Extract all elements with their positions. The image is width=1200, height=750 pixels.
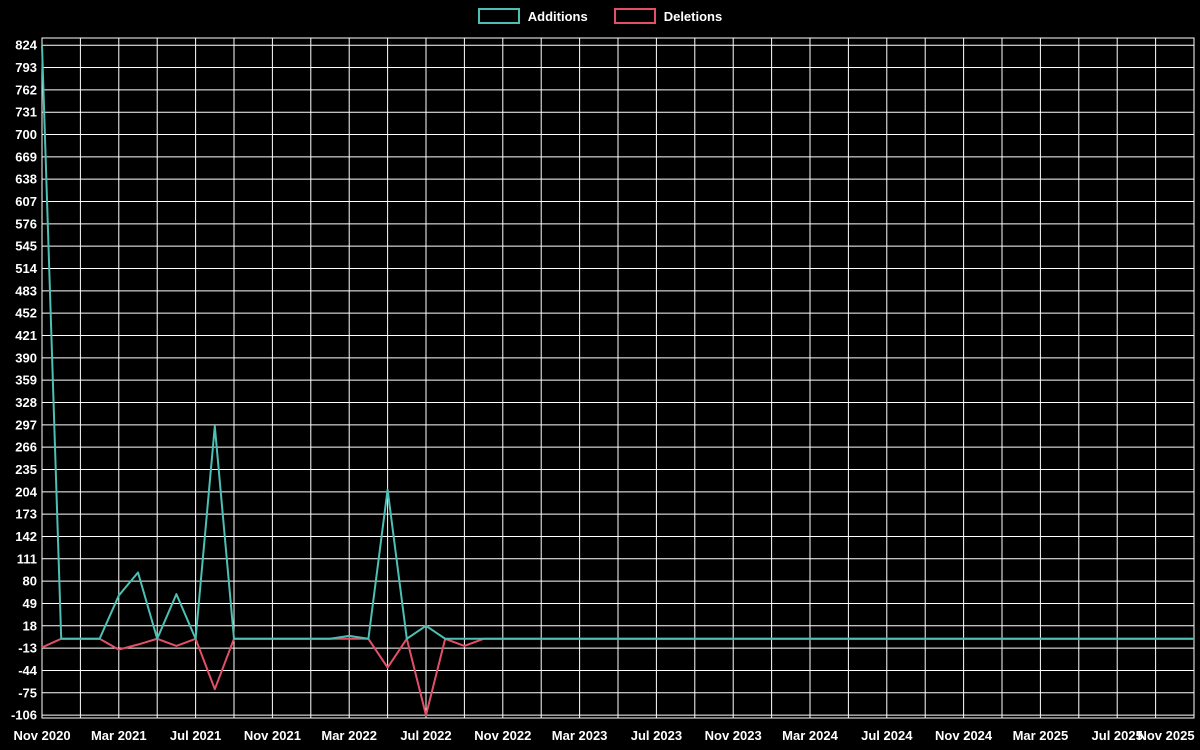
additions-line	[41, 45, 1194, 640]
x-tick-label: Nov 2021	[244, 728, 301, 743]
y-tick-label: 452	[15, 306, 37, 321]
y-tick-label: 390	[15, 350, 37, 365]
legend-item-additions: Additions	[477, 8, 588, 24]
x-tick-label: Nov 2020	[13, 728, 70, 743]
y-tick-label: 576	[15, 216, 37, 231]
y-tick-label: 421	[15, 328, 37, 343]
plot-border	[41, 37, 1195, 719]
y-tick-label: 18	[23, 618, 37, 633]
x-tick-label: Mar 2022	[321, 728, 377, 743]
x-tick-label: Mar 2021	[91, 728, 147, 743]
x-tick-label: Jul 2023	[631, 728, 682, 743]
y-tick-label: -44	[18, 663, 38, 678]
y-tick-label: 824	[15, 38, 37, 53]
y-tick-label: 607	[15, 194, 37, 209]
y-tick-label: 266	[15, 440, 37, 455]
deletions-swatch-icon	[613, 8, 656, 24]
y-tick-label: -13	[18, 641, 37, 656]
y-tick-label: 762	[15, 82, 37, 97]
y-tick-label: 669	[15, 149, 37, 164]
y-tick-label: 173	[15, 507, 37, 522]
x-tick-label: Jul 2024	[861, 728, 913, 743]
y-tick-label: 638	[15, 172, 37, 187]
y-tick-label: 731	[15, 105, 37, 120]
x-tick-label: Mar 2023	[552, 728, 608, 743]
x-tick-label: Nov 2024	[935, 728, 993, 743]
y-tick-label: 700	[15, 127, 37, 142]
y-tick-label: 483	[15, 283, 37, 298]
y-tick-label: 204	[15, 484, 37, 499]
y-tick-label: 545	[15, 239, 37, 254]
y-tick-label: 49	[23, 596, 37, 611]
y-tick-label: 514	[15, 261, 37, 276]
legend-item-deletions: Deletions	[613, 8, 723, 24]
x-tick-label: Nov 2023	[705, 728, 762, 743]
y-tick-label: 328	[15, 395, 37, 410]
y-tick-label: 235	[15, 462, 37, 477]
deletions-legend-label: Deletions	[663, 8, 723, 24]
x-tick-label: Jul 2021	[170, 728, 221, 743]
y-tick-label: 80	[23, 574, 37, 589]
y-tick-label: 111	[17, 551, 37, 566]
y-tick-label: 297	[15, 417, 37, 432]
y-tick-label: -106	[11, 708, 37, 723]
y-tick-label: 793	[15, 60, 37, 75]
x-tick-label: Mar 2024	[782, 728, 838, 743]
additions-legend-label: Additions	[527, 8, 588, 24]
y-tick-label: -75	[18, 685, 37, 700]
x-tick-label: Nov 2022	[474, 728, 531, 743]
x-tick-label: Mar 2025	[1013, 728, 1069, 743]
x-tick-label: Jul 2025	[1092, 728, 1143, 743]
y-tick-label: 142	[15, 529, 37, 544]
chart-legend: Additions Deletions	[0, 8, 1200, 24]
y-tick-label: 359	[15, 373, 37, 388]
x-tick-label: Nov 2025	[1137, 728, 1194, 743]
additions-swatch-icon	[477, 8, 520, 24]
x-tick-label: Jul 2022	[400, 728, 451, 743]
